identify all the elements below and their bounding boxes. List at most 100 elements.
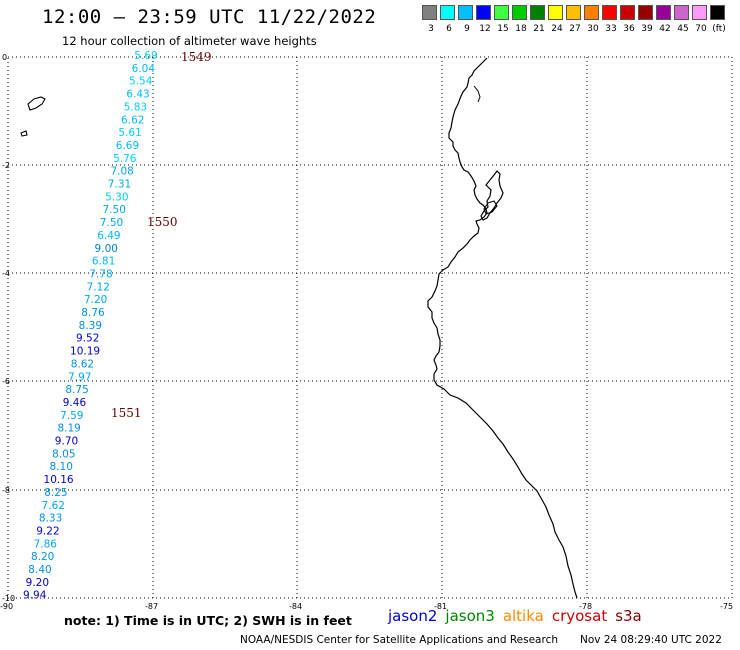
wave-height-value: 9.46	[63, 397, 87, 409]
satellite-legend-jason3: jason3	[445, 607, 495, 625]
wave-height-value: 9.20	[26, 577, 49, 589]
color-scale-swatch	[512, 5, 527, 20]
wave-height-value: 8.62	[71, 358, 94, 370]
color-scale-swatch	[422, 5, 437, 20]
wave-height-value: 7.78	[89, 268, 112, 280]
galapagos-island-small	[20, 130, 28, 137]
color-scale-label: 39	[641, 24, 653, 34]
latitude-label: 0	[2, 53, 7, 62]
color-scale-swatch	[602, 5, 617, 20]
color-scale-swatch	[638, 5, 653, 20]
color-scale-label: 27	[569, 24, 581, 34]
color-scale-label: 24	[551, 24, 563, 34]
color-scale-swatch	[530, 5, 545, 20]
pass-number-label: 1551	[111, 406, 142, 420]
wave-height-value: 6.69	[116, 140, 139, 152]
wave-height-value: 5.54	[129, 76, 153, 88]
longitude-label: -84	[289, 602, 302, 611]
color-scale-label: 36	[623, 24, 635, 34]
longitude-label: -78	[579, 602, 592, 611]
latitude-label: -10	[2, 594, 15, 603]
wave-height-value: 7.50	[103, 204, 126, 216]
notes-text: note: 1) Time is in UTC; 2) SWH is in fe…	[64, 613, 352, 628]
longitude-label: -87	[145, 602, 158, 611]
wave-height-value: 6.62	[121, 114, 144, 126]
latitude-labels: 0 -2 -4 -6 -8 -10	[2, 53, 15, 603]
color-scale-label: 45	[677, 24, 689, 34]
coastline	[427, 57, 578, 599]
wave-height-value: 8.40	[28, 564, 51, 576]
wave-height-value: 5.76	[113, 153, 137, 165]
wave-height-value: 8.33	[39, 513, 62, 525]
color-scale-label: 21	[533, 24, 545, 34]
color-scale-label: 33	[605, 24, 617, 34]
wave-height-value: 9.52	[76, 333, 99, 345]
wave-height-value: 7.59	[60, 410, 83, 422]
color-scale-swatch	[656, 5, 671, 20]
wave-height-value: 7.31	[108, 179, 131, 191]
color-scale-swatch	[494, 5, 509, 20]
color-scale-swatch	[548, 5, 563, 20]
satellite-legend-altika: altika	[502, 607, 544, 625]
wave-height-value: 8.39	[79, 320, 102, 332]
color-scale-swatch	[458, 5, 473, 20]
wave-height-value: 9.00	[95, 243, 118, 255]
wave-height-value: 9.70	[55, 436, 78, 448]
wave-height-value: 9.94	[23, 590, 47, 602]
latitude-label: -6	[2, 377, 10, 386]
color-scale-swatch	[620, 5, 635, 20]
pass-number-label: 1549	[181, 50, 212, 64]
color-scale-swatch	[566, 5, 581, 20]
wave-height-value: 8.76	[81, 307, 105, 319]
longitude-label: -90	[0, 602, 13, 611]
footer-credit: NOAA/NESDIS Center for Satellite Applica…	[240, 634, 558, 646]
wave-height-value: 7.86	[34, 538, 58, 550]
color-scale-label: 42	[659, 24, 671, 34]
wave-height-value: 10.16	[44, 474, 74, 486]
longitude-labels: -90 -87 -84 -81 -78 -75	[0, 602, 733, 611]
map-title: 12:00 – 23:59 UTC 11/22/2022	[42, 6, 377, 28]
wave-height-value: 8.05	[52, 448, 75, 460]
river-inlet	[473, 85, 481, 103]
color-scale-swatch	[440, 5, 455, 20]
longitude-label: -75	[720, 602, 733, 611]
wave-height-value: 7.50	[100, 217, 123, 229]
satellite-legend-cryosat: cryosat	[551, 607, 608, 625]
color-scale-label: 70	[695, 24, 707, 34]
color-scale-label: 6	[446, 24, 452, 34]
wave-height-values: 5.696.045.546.435.836.625.616.695.767.08…	[23, 50, 158, 602]
wave-height-value: 5.61	[118, 127, 141, 139]
wave-height-value: 7.62	[42, 500, 65, 512]
wave-height-value: 8.10	[50, 461, 73, 473]
color-scale-label: 9	[464, 24, 470, 34]
color-scale-label: 15	[497, 24, 509, 34]
wave-height-value: 6.81	[92, 256, 115, 268]
wave-height-value: 6.04	[132, 63, 156, 75]
pass-labels: 1549 1550 1551	[111, 50, 212, 420]
wave-height-value: 7.20	[84, 294, 107, 306]
pass-number-label: 1550	[147, 215, 178, 229]
wave-height-value: 7.12	[87, 281, 110, 293]
color-scale-label: (ft)	[712, 24, 726, 34]
color-scale-label: 12	[479, 24, 491, 34]
color-scale-swatch	[476, 5, 491, 20]
wave-height-value: 8.75	[65, 384, 88, 396]
color-scale-label: 18	[515, 24, 527, 34]
color-scale-swatch	[692, 5, 707, 20]
wave-height-value: 10.19	[70, 346, 100, 358]
color-scale-label: 3	[428, 24, 434, 34]
longitude-label: -81	[434, 602, 447, 611]
wave-height-value: 8.19	[57, 423, 80, 435]
satellite-legend-s3a: s3a	[615, 607, 642, 625]
wave-height-value: 8.25	[44, 487, 67, 499]
galapagos-island-large	[27, 96, 46, 111]
wave-height-value: 5.69	[134, 50, 157, 62]
satellite-legend: jason2 jason3 altika cryosat s3a	[388, 607, 650, 625]
map-grid	[8, 57, 732, 598]
footer-timestamp: Nov 24 08:29:40 UTC 2022	[580, 634, 722, 646]
map-frame	[7, 56, 733, 599]
puna-island-outline	[483, 200, 498, 215]
wave-height-value: 6.43	[126, 89, 149, 101]
map-subtitle: 12 hour collection of altimeter wave hei…	[62, 34, 317, 48]
